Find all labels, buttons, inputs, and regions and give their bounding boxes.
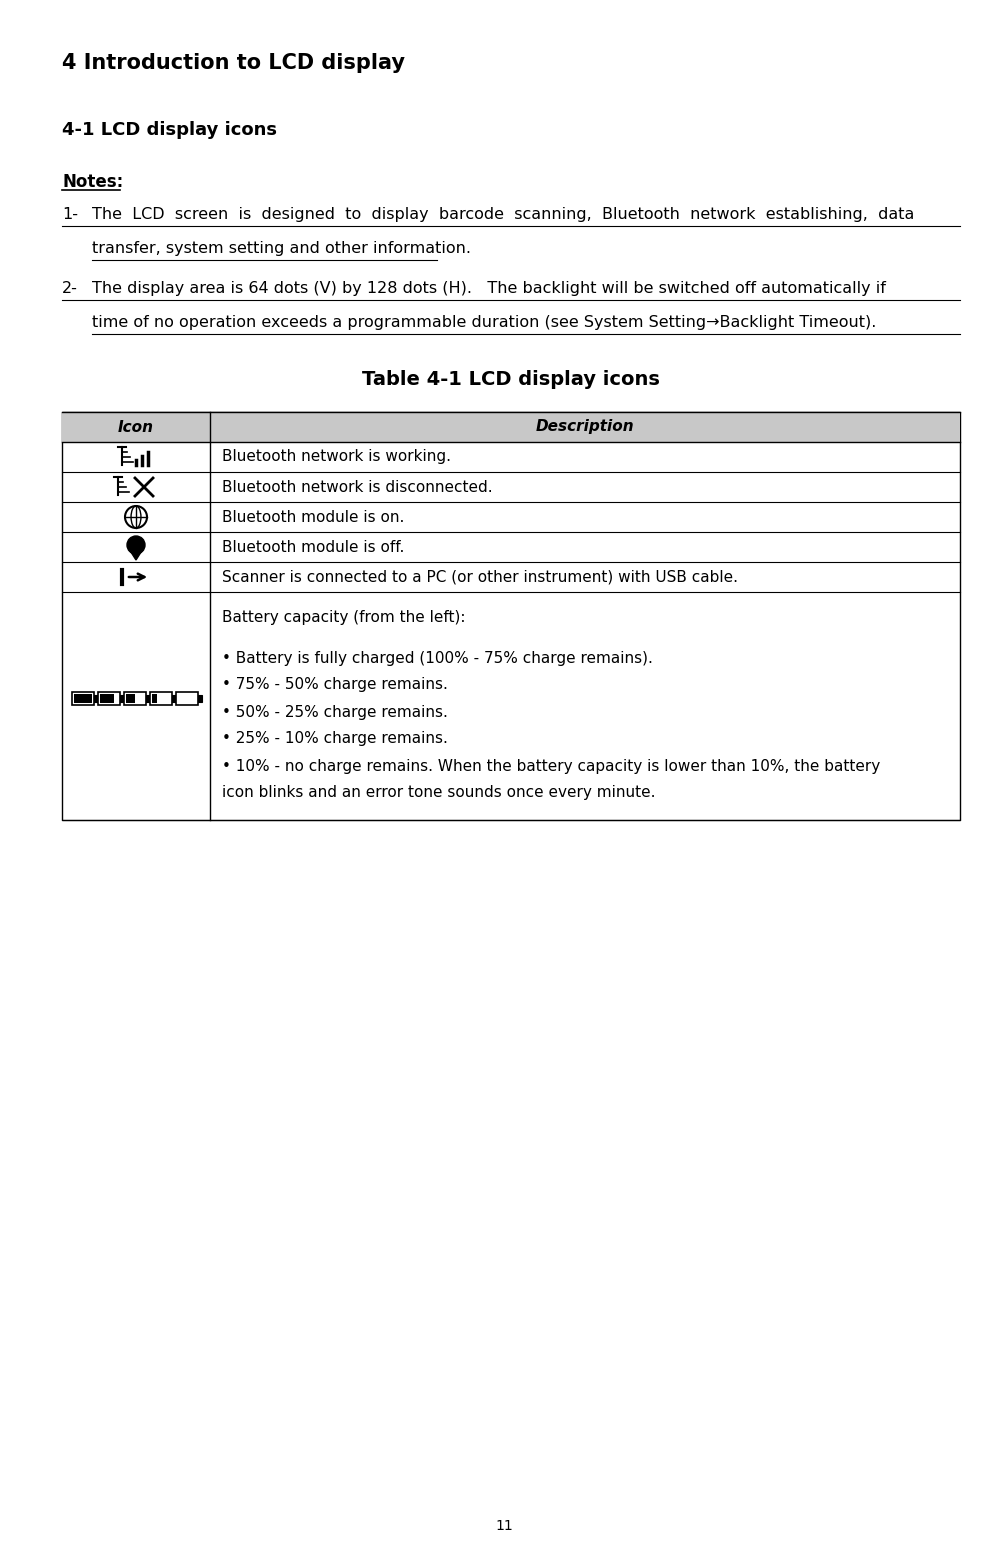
- Bar: [176, 691, 198, 705]
- Text: Battery capacity (from the left):: Battery capacity (from the left):: [222, 610, 466, 625]
- Text: • Battery is fully charged (100% - 75% charge remains).: • Battery is fully charged (100% - 75% c…: [222, 650, 653, 666]
- Polygon shape: [129, 549, 143, 560]
- Text: 2-: 2-: [62, 281, 78, 295]
- Bar: [62, 413, 960, 821]
- Bar: [120, 694, 124, 702]
- Text: Table 4-1 LCD display icons: Table 4-1 LCD display icons: [362, 370, 660, 389]
- Bar: [172, 694, 176, 702]
- Text: The  LCD  screen  is  designed  to  display  barcode  scanning,  Bluetooth  netw: The LCD screen is designed to display ba…: [92, 206, 914, 222]
- Text: Bluetooth network is disconnected.: Bluetooth network is disconnected.: [222, 480, 493, 494]
- Bar: [94, 694, 98, 702]
- Bar: [74, 694, 92, 702]
- Bar: [98, 691, 120, 705]
- Bar: [72, 691, 94, 705]
- Text: • 75% - 50% charge remains.: • 75% - 50% charge remains.: [222, 677, 448, 692]
- Text: Icon: Icon: [118, 419, 154, 435]
- Text: transfer, system setting and other information.: transfer, system setting and other infor…: [92, 241, 476, 256]
- Text: • 25% - 10% charge remains.: • 25% - 10% charge remains.: [222, 731, 448, 747]
- Text: time of no operation exceeds a programmable duration (see System Setting→Backlig: time of no operation exceeds a programma…: [92, 316, 876, 330]
- Bar: [126, 694, 135, 702]
- Text: Description: Description: [535, 419, 634, 435]
- Text: icon blinks and an error tone sounds once every minute.: icon blinks and an error tone sounds onc…: [222, 786, 655, 800]
- Bar: [124, 691, 146, 705]
- Text: 4-1 LCD display icons: 4-1 LCD display icons: [62, 120, 277, 139]
- Bar: [62, 413, 960, 442]
- Text: • 10% - no charge remains. When the battery capacity is lower than 10%, the batt: • 10% - no charge remains. When the batt…: [222, 758, 880, 774]
- Bar: [152, 694, 156, 702]
- Bar: [150, 691, 172, 705]
- Text: The display area is 64 dots (V) by 128 dots (H).   The backlight will be switche: The display area is 64 dots (V) by 128 d…: [92, 281, 886, 295]
- Text: 4 Introduction to LCD display: 4 Introduction to LCD display: [62, 53, 405, 73]
- Bar: [198, 694, 202, 702]
- Text: Scanner is connected to a PC (or other instrument) with USB cable.: Scanner is connected to a PC (or other i…: [222, 569, 738, 585]
- Circle shape: [127, 536, 145, 553]
- Text: • 50% - 25% charge remains.: • 50% - 25% charge remains.: [222, 705, 448, 719]
- Text: 11: 11: [495, 1519, 513, 1533]
- Text: Bluetooth network is working.: Bluetooth network is working.: [222, 450, 451, 464]
- Text: 1-: 1-: [62, 206, 78, 222]
- Bar: [100, 694, 114, 702]
- Text: Bluetooth module is on.: Bluetooth module is on.: [222, 510, 404, 525]
- Text: Notes:: Notes:: [62, 173, 123, 191]
- Text: Bluetooth module is off.: Bluetooth module is off.: [222, 539, 404, 555]
- Bar: [146, 694, 150, 702]
